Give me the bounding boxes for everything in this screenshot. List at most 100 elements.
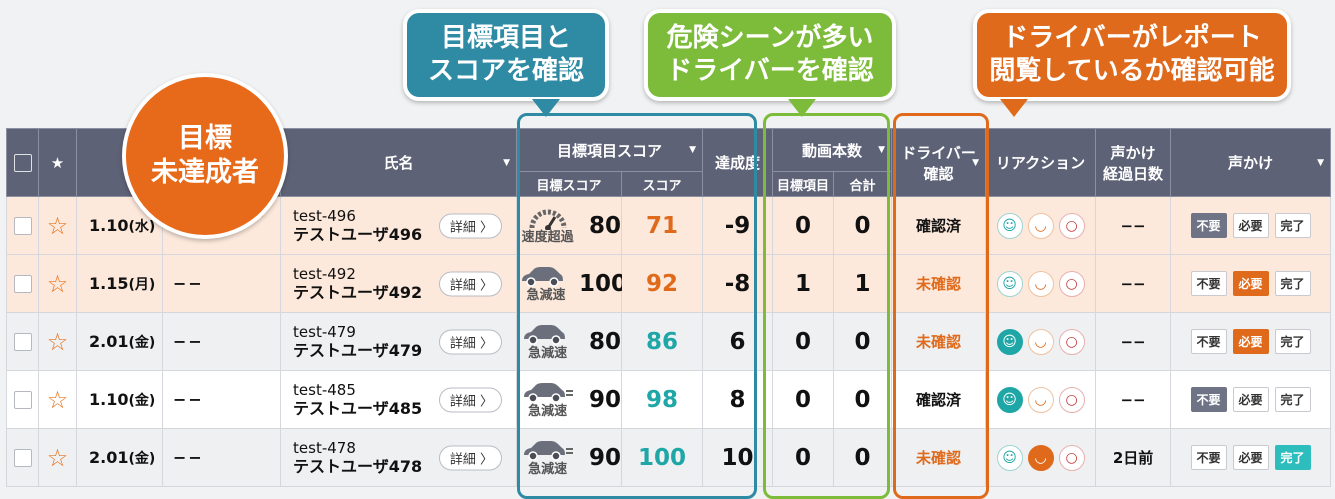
row-checkbox[interactable] <box>13 275 32 294</box>
detail-button[interactable]: 詳細 〉 <box>438 329 503 354</box>
call-done-button[interactable]: 完了 <box>1274 271 1311 296</box>
driver-name: テストユーザ478 <box>293 456 423 476</box>
day-of-week: (水) <box>128 218 156 235</box>
name-header[interactable]: 氏名 ▼ <box>280 128 518 197</box>
car-icon <box>523 441 573 461</box>
call-done-button[interactable]: 完了 <box>1274 445 1311 470</box>
date-cell: 1.10(金) <box>76 370 163 429</box>
detail-button[interactable]: 詳細 〉 <box>438 213 503 238</box>
call-days-value: 2日前 <box>1112 449 1154 467</box>
table-row[interactable]: ☆ 2.01(金) −− test-478 テストユーザ478 詳細 〉急減速 90 100 1… <box>6 428 1332 487</box>
achievement-cell: 6 <box>702 312 774 371</box>
name-cell: test-485 テストユーザ485 詳細 〉 <box>280 370 518 429</box>
call-unneeded-button[interactable]: 不要 <box>1190 387 1227 412</box>
call-needed-button[interactable]: 必要 <box>1232 329 1269 354</box>
neutral-face-icon: ◡ <box>1027 444 1054 471</box>
date-value: 1.10 <box>89 215 129 235</box>
favorite-star-icon[interactable]: ☆ <box>46 385 69 414</box>
score-sub-header: スコア <box>621 171 704 197</box>
smile-face-icon: ☺ <box>996 328 1023 355</box>
driver-id: test-478 <box>293 438 356 457</box>
call-done-button[interactable]: 完了 <box>1274 387 1311 412</box>
call-days-cell: −− <box>1095 254 1172 313</box>
call-needed-button[interactable]: 必要 <box>1232 213 1269 238</box>
category-label: 急減速 <box>528 346 568 361</box>
callout-danger-scenes: 危険シーンが多い ドライバーを確認 <box>644 9 896 101</box>
call-done-button[interactable]: 完了 <box>1274 213 1311 238</box>
day-of-week: (金) <box>128 334 156 351</box>
smile-face-icon: ☺ <box>996 444 1023 471</box>
target-score-value: 90 <box>589 444 622 471</box>
achievement-value: 6 <box>729 328 746 355</box>
reaction-cell: ☺ ◡ ○ <box>985 254 1097 313</box>
target-score-header[interactable]: 目標項目スコア ▼ <box>516 128 704 172</box>
score-value: 86 <box>646 328 679 355</box>
call-days-value: −− <box>1120 217 1146 235</box>
call-done-button[interactable]: 完了 <box>1274 329 1311 354</box>
favorite-star-icon[interactable]: ☆ <box>46 211 69 240</box>
day-of-week: (金) <box>128 392 156 409</box>
detail-button[interactable]: 詳細 〉 <box>438 387 503 412</box>
videos-header[interactable]: 動画本数 ▼ <box>772 128 893 172</box>
score-cell: 98 <box>621 370 704 429</box>
call-unneeded-button[interactable]: 不要 <box>1190 329 1227 354</box>
call-days-cell: 2日前 <box>1095 428 1172 487</box>
videos-target-header: 目標項目 <box>772 171 835 197</box>
callout-danger-line-2: ドライバーを確認 <box>666 56 874 86</box>
call-needed-button[interactable]: 必要 <box>1232 445 1269 470</box>
target-score-cell: 急減速 80 <box>516 312 623 371</box>
sort-arrow-icon[interactable]: ▼ <box>503 157 511 168</box>
table-row[interactable]: ☆ 1.10(金) −− test-485 テストユーザ485 詳細 〉急減速 90 98 8 0… <box>6 370 1332 429</box>
table-row[interactable]: ☆ 2.01(金) −− test-479 テストユーザ479 詳細 〉急減速 80 86 6 0… <box>6 312 1332 371</box>
bubble-line-2: 未達成者 <box>151 157 259 188</box>
row-checkbox[interactable] <box>13 391 32 410</box>
table-row[interactable]: ☆ 1.15(月) −− test-492 テストユーザ492 詳細 〉急減速 100 92-… <box>6 254 1332 313</box>
date-value: 1.10 <box>89 389 129 409</box>
achievement-value: -8 <box>724 270 751 297</box>
call-days-cell: −− <box>1095 196 1172 255</box>
row-checkbox[interactable] <box>13 217 32 236</box>
car-icon <box>523 325 565 345</box>
row-select-cell <box>6 370 39 429</box>
video-target-value: 0 <box>795 386 812 413</box>
call-unneeded-button[interactable]: 不要 <box>1190 213 1227 238</box>
video-target-cell: 0 <box>772 196 835 255</box>
favorite-star-icon[interactable]: ☆ <box>46 269 69 298</box>
row-checkbox[interactable] <box>13 449 32 468</box>
video-total-cell: 0 <box>833 370 893 429</box>
reaction-header: リアクション <box>985 128 1097 197</box>
achievement-header[interactable]: 達成度 <box>702 128 774 197</box>
sort-arrow-icon[interactable]: ▼ <box>972 157 980 168</box>
call-needed-button[interactable]: 必要 <box>1232 387 1269 412</box>
call-unneeded-button[interactable]: 不要 <box>1190 445 1227 470</box>
call-cell: 不要 必要 完了 <box>1170 312 1332 371</box>
target-score-cell: 急減速 100 <box>516 254 627 313</box>
sort-arrow-icon[interactable]: ▼ <box>878 145 886 155</box>
favorite-star-icon[interactable]: ☆ <box>46 327 69 356</box>
video-total-value: 0 <box>854 386 871 413</box>
name-cell: test-479 テストユーザ479 詳細 〉 <box>280 312 518 371</box>
sort-arrow-icon[interactable]: ▼ <box>689 145 697 155</box>
video-target-value: 0 <box>795 444 812 471</box>
row-select-cell <box>6 428 39 487</box>
select-all-checkbox[interactable] <box>13 153 32 172</box>
driver-confirm-cell: 未確認 <box>891 254 987 313</box>
callout-danger-line-1: 危険シーンが多い <box>666 23 874 53</box>
favorite-header[interactable]: ★ <box>38 128 77 197</box>
driver-confirm-header[interactable]: ドライバー 確認 ▼ <box>891 128 987 197</box>
driver-confirm-label-1: ドライバー <box>901 143 976 162</box>
date-cell: 1.15(月) <box>76 254 163 313</box>
row-checkbox[interactable] <box>13 333 32 352</box>
call-days-value: −− <box>1120 333 1146 351</box>
detail-button[interactable]: 詳細 〉 <box>438 445 503 470</box>
sort-arrow-icon[interactable]: ▼ <box>1317 157 1325 168</box>
date-value: 1.15 <box>89 273 129 293</box>
achievement-value: 8 <box>729 386 746 413</box>
category-label: 急減速 <box>528 404 568 419</box>
favorite-star-icon[interactable]: ☆ <box>46 443 69 472</box>
call-unneeded-button[interactable]: 不要 <box>1190 271 1227 296</box>
row-select-cell <box>6 312 39 371</box>
call-needed-button[interactable]: 必要 <box>1232 271 1269 296</box>
call-header[interactable]: 声かけ ▼ <box>1170 128 1332 197</box>
detail-button[interactable]: 詳細 〉 <box>438 271 503 296</box>
